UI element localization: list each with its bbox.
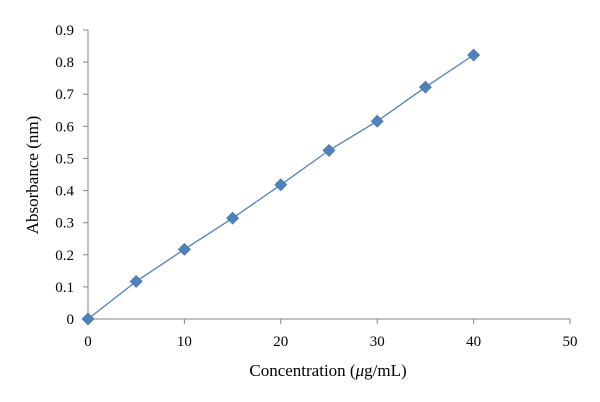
x-tick-label: 10: [177, 334, 192, 350]
tick-labels: 0 0.1 0.2 0.3 0.4 0.5 0.6 0.7 0.8 0.9 0 10 20 30 40 50: [55, 23, 577, 350]
data-point: [226, 211, 240, 225]
axes: [83, 29, 571, 324]
y-tick-label: 0.5: [55, 151, 74, 167]
y-tick-label: 0.4: [55, 184, 74, 200]
series: [81, 48, 481, 326]
x-tick-label: 0: [84, 334, 92, 350]
data-point: [418, 80, 432, 94]
y-tick-label: 0.2: [55, 248, 74, 264]
y-tick-label: 0: [67, 312, 75, 328]
data-point: [322, 143, 336, 157]
y-tick-label: 0.1: [55, 280, 74, 296]
y-tick-label: 0.9: [55, 23, 74, 39]
x-tick-label: 40: [466, 334, 481, 350]
y-tick-label: 0.7: [55, 87, 74, 103]
x-axis-title: Concentration (μg/mL): [249, 361, 406, 380]
data-point: [129, 275, 143, 288]
x-tick-label: 20: [273, 334, 288, 350]
y-tick-label: 0.8: [55, 55, 74, 71]
data-point: [467, 48, 481, 62]
y-tick-label: 0.3: [55, 216, 74, 232]
x-tick-label: 30: [370, 334, 385, 350]
x-axis-title-post: g/mL): [364, 361, 407, 380]
x-tick-label: 50: [563, 334, 578, 350]
data-point: [274, 178, 288, 192]
data-point: [370, 114, 384, 128]
x-axis-title-mu: μ: [355, 361, 365, 380]
x-axis-title-pre: Concentration (: [249, 361, 356, 380]
data-point: [177, 242, 191, 256]
y-axis-title: Absorbance (nm): [23, 116, 42, 235]
y-tick-label: 0.6: [55, 119, 74, 135]
data-point: [81, 312, 95, 326]
